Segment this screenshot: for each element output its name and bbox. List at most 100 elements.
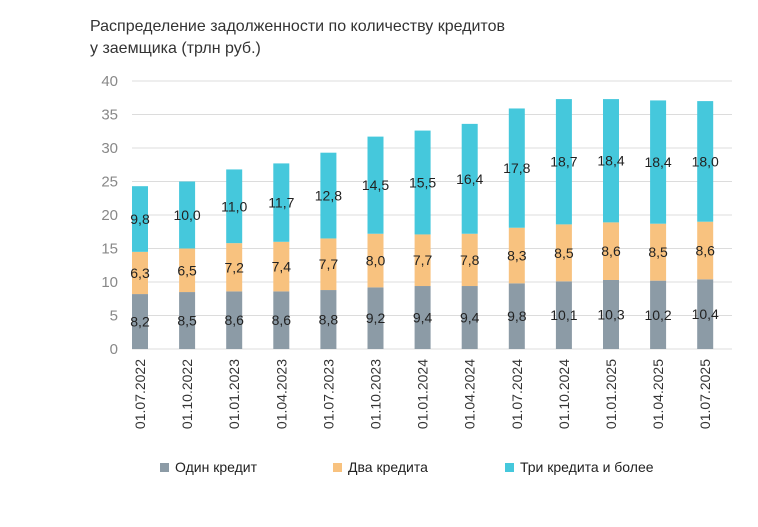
legend-swatch — [160, 462, 169, 472]
data-label: 9,8 — [507, 308, 527, 324]
y-tick-label: 35 — [101, 107, 118, 124]
y-tick-label: 0 — [110, 341, 118, 358]
data-label: 7,7 — [319, 256, 339, 272]
data-label: 7,8 — [460, 252, 480, 268]
bar-segment — [179, 181, 196, 249]
data-label: 18,7 — [550, 154, 577, 170]
x-tick-label: 01.07.2025 — [697, 359, 713, 429]
bar-segment — [461, 123, 478, 234]
bar-segment — [555, 224, 572, 282]
y-tick-label: 10 — [101, 274, 118, 291]
x-tick-label: 01.07.2024 — [509, 359, 525, 429]
data-label: 11,0 — [221, 198, 247, 214]
y-tick-label: 25 — [101, 174, 118, 191]
bar-segment — [697, 279, 714, 349]
bar-segment — [226, 291, 243, 349]
bar-segment — [508, 227, 525, 284]
x-tick-label: 01.01.2023 — [226, 359, 242, 429]
legend-swatch — [333, 462, 342, 472]
y-tick-label: 40 — [101, 73, 118, 90]
bar-segment — [414, 234, 431, 287]
data-label: 6,5 — [177, 262, 197, 278]
data-label: 17,8 — [503, 160, 530, 176]
data-label: 14,5 — [362, 177, 389, 193]
y-tick-label: 15 — [101, 241, 118, 258]
bar-segment — [508, 108, 525, 228]
x-tick-label: 01.04.2025 — [650, 359, 666, 429]
legend-swatch — [505, 462, 514, 472]
x-tick-label: 01.04.2023 — [273, 359, 289, 429]
x-tick-label: 01.10.2024 — [556, 359, 572, 429]
bar-segment — [273, 241, 290, 292]
bar-segment — [603, 99, 619, 223]
data-label: 8,6 — [272, 312, 292, 328]
data-label: 15,5 — [409, 175, 436, 191]
data-label: 8,6 — [601, 243, 621, 259]
data-label: 8,6 — [695, 243, 715, 259]
x-tick-label: 01.10.2022 — [179, 359, 195, 429]
data-label: 7,4 — [272, 259, 292, 275]
bar-segment — [461, 233, 478, 287]
bar-segment — [179, 292, 196, 349]
bar-segment — [367, 233, 384, 288]
bar-segment — [603, 279, 619, 349]
bar-segment — [414, 130, 431, 235]
data-label: 8,3 — [507, 248, 527, 264]
bar-segment — [650, 100, 667, 224]
y-tick-label: 30 — [101, 140, 118, 157]
data-label: 18,4 — [597, 153, 624, 169]
data-label: 10,1 — [550, 307, 577, 323]
legend-item-three-plus-credits: Три кредита и более — [505, 459, 654, 475]
bar-segment — [273, 291, 290, 349]
data-label: 8,2 — [130, 314, 150, 330]
data-label: 9,2 — [366, 310, 386, 326]
legend-label: Три кредита и более — [520, 459, 654, 475]
x-tick-label: 01.01.2024 — [415, 359, 431, 429]
data-label: 8,5 — [177, 313, 197, 329]
bar-segment — [367, 136, 384, 234]
bar-segment — [132, 294, 148, 349]
bar-segment — [226, 169, 243, 244]
data-label: 10,0 — [173, 207, 200, 223]
data-label: 9,4 — [413, 310, 433, 326]
x-tick-label: 01.07.2023 — [320, 359, 336, 429]
bar-segment — [320, 238, 337, 291]
bar-segment — [697, 101, 714, 222]
x-tick-label: 01.04.2024 — [462, 359, 478, 429]
legend-label: Один кредит — [175, 459, 257, 475]
bar-segment — [226, 243, 243, 292]
data-label: 8,8 — [319, 312, 339, 328]
data-label: 18,0 — [692, 153, 719, 169]
bar-segment — [414, 286, 431, 349]
data-label: 11,7 — [268, 195, 294, 211]
data-label: 8,5 — [554, 245, 574, 261]
bar-segment — [555, 281, 572, 349]
legend-label: Два кредита — [348, 459, 428, 475]
bar-segment — [132, 186, 148, 252]
data-label: 8,0 — [366, 253, 386, 269]
data-label: 9,4 — [460, 310, 480, 326]
data-label: 10,2 — [644, 307, 671, 323]
bar-segment — [555, 99, 572, 225]
y-tick-label: 20 — [101, 207, 118, 224]
data-label: 10,4 — [692, 306, 719, 322]
bar-segment — [508, 283, 525, 349]
bar-segment — [273, 163, 290, 242]
bar-segment — [650, 223, 667, 281]
y-tick-label: 5 — [110, 308, 118, 325]
bar-segment — [461, 286, 478, 349]
bar-segment — [179, 248, 196, 293]
data-label: 6,3 — [130, 265, 150, 281]
chart-title: Распределение задолженности по количеств… — [90, 18, 505, 57]
data-label: 7,2 — [224, 259, 244, 275]
data-label: 18,4 — [644, 154, 671, 170]
data-label: 8,5 — [648, 244, 668, 260]
data-label: 7,7 — [413, 252, 433, 268]
bar-segment — [650, 280, 667, 349]
bar-segment — [603, 222, 619, 280]
x-tick-label: 01.07.2022 — [132, 359, 148, 429]
legend-item-two-credits: Два кредита — [333, 459, 428, 475]
bar-segment — [320, 152, 337, 239]
data-label: 8,6 — [224, 312, 244, 328]
bar-segment — [697, 221, 714, 280]
